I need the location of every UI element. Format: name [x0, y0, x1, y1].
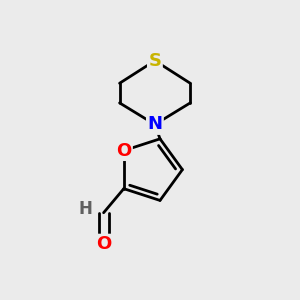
Text: N: N: [147, 116, 162, 134]
Text: H: H: [78, 200, 92, 218]
Text: O: O: [96, 235, 111, 253]
Text: S: S: [148, 52, 161, 70]
Text: O: O: [116, 142, 131, 160]
